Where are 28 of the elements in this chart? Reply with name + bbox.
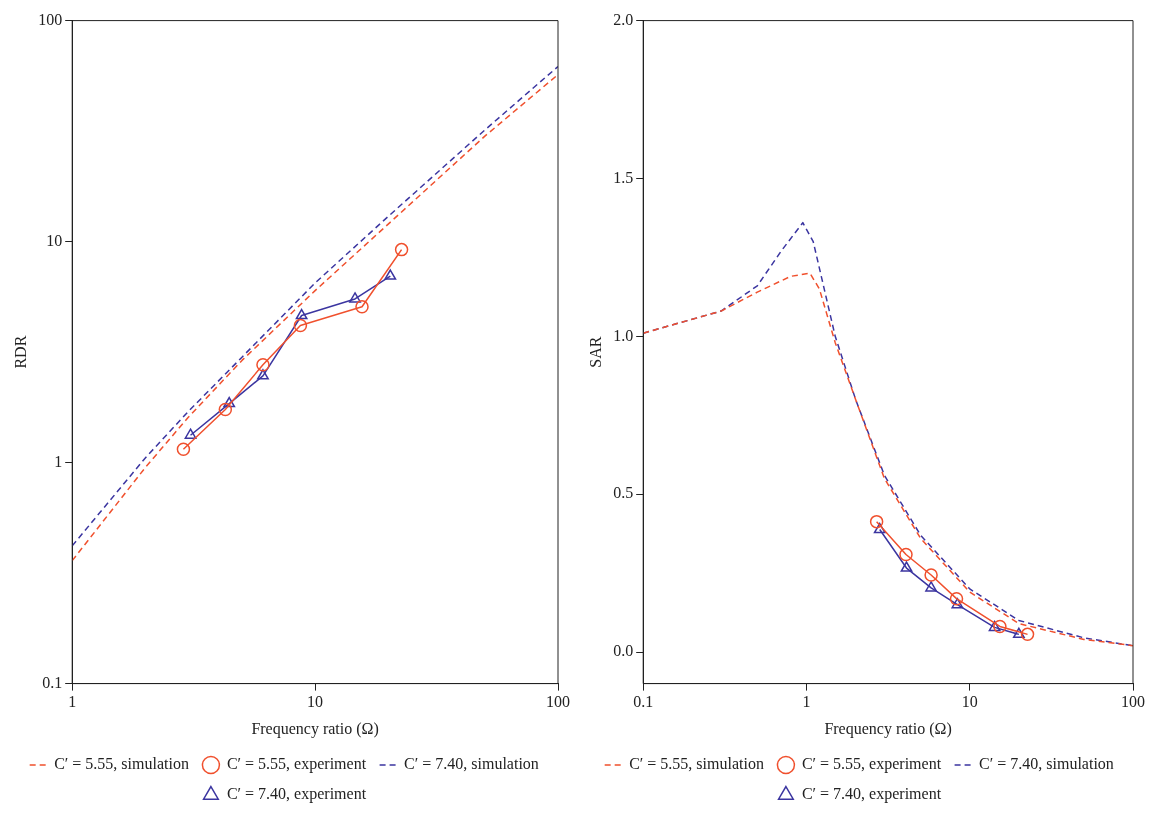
- legend-label: C′ = 7.40, simulation: [404, 755, 539, 773]
- x-tick-label: 0.1: [633, 693, 654, 711]
- y-tick-label: 1.5: [613, 168, 634, 186]
- legend-label: C′ = 7.40, simulation: [979, 755, 1114, 773]
- y-tick-label: 0.0: [613, 642, 634, 660]
- x-tick-label: 100: [546, 693, 570, 711]
- y-tick-label: 0.5: [613, 484, 634, 502]
- y-tick-label: 1.0: [613, 326, 634, 344]
- x-axis-title: Frequency ratio (Ω): [824, 719, 952, 738]
- x-axis-title: Frequency ratio (Ω): [251, 719, 379, 738]
- y-tick-label: 1: [54, 452, 63, 470]
- legend-label: C′ = 5.55, experiment: [801, 755, 942, 774]
- x-tick-label: 10: [307, 693, 324, 711]
- y-tick-label: 10: [46, 231, 63, 249]
- y-tick-label: 0.1: [42, 673, 63, 691]
- legend-label: C′ = 7.40, experiment: [801, 785, 942, 804]
- y-tick-label: 2.0: [613, 10, 634, 28]
- x-tick-label: 10: [961, 693, 978, 711]
- legend-label: C′ = 5.55, simulation: [54, 755, 189, 773]
- y-tick-label: 100: [38, 10, 63, 28]
- y-axis-title: RDR: [11, 335, 29, 369]
- legend-label: C′ = 7.40, experiment: [226, 785, 367, 804]
- y-axis-title: SAR: [586, 336, 604, 368]
- legend-label: C′ = 5.55, simulation: [629, 755, 764, 773]
- legend-label: C′ = 5.55, experiment: [226, 755, 367, 774]
- x-tick-label: 1: [68, 693, 77, 711]
- x-tick-label: 1: [802, 693, 811, 711]
- x-tick-label: 100: [1121, 693, 1145, 711]
